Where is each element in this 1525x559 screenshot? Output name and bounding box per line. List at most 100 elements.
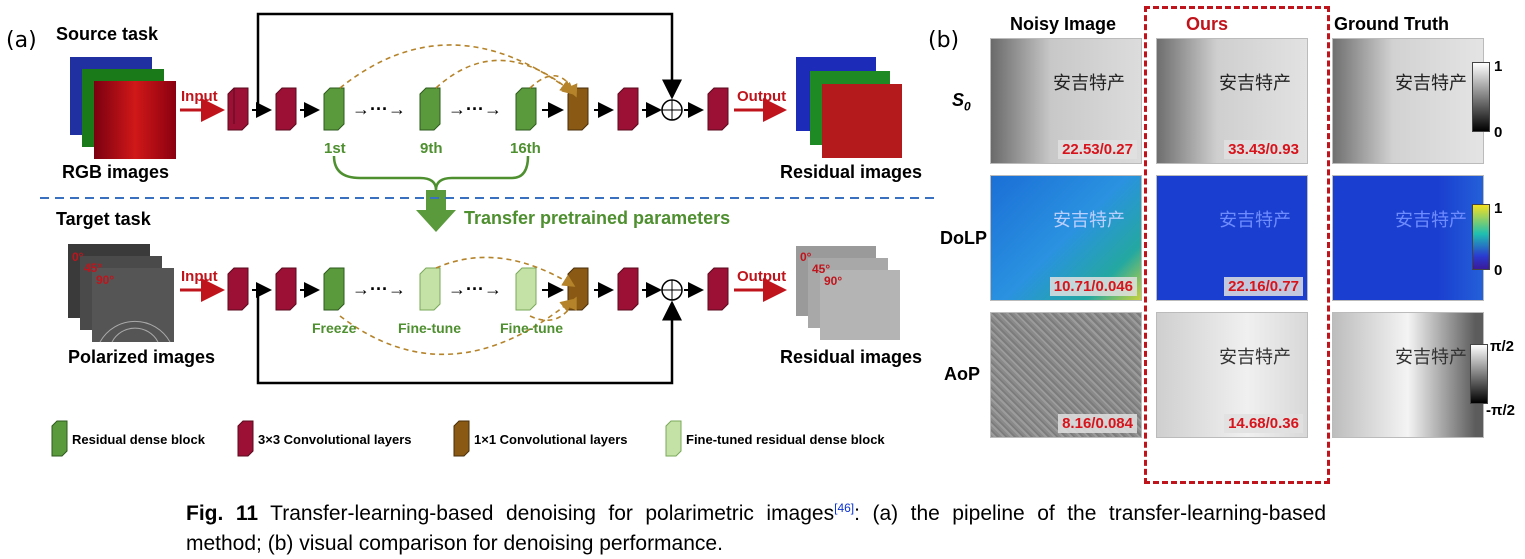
skip-connection-top [256,12,682,110]
conv1-block [567,87,589,131]
angle-45: 45° [84,261,103,275]
s0-noisy-metric: 22.53/0.27 [1058,140,1137,159]
rgb-input-stack [70,57,176,159]
panel-a-label: (a) [6,28,37,53]
fine-tune-label-2: Fine-tune [500,320,563,336]
sample-text: 安吉特产 [1219,210,1291,230]
conv3-block [617,267,639,311]
dolp-noisy-metric: 10.71/0.046 [1049,277,1137,296]
s0-cbar-min: 0 [1494,124,1503,141]
input-label-top: Input [181,88,218,105]
output-label-bottom: Output [737,268,787,285]
sample-text: 安吉特产 [1395,347,1467,367]
legend-rdb-icon [51,420,68,457]
row-aop-label: AoP [944,364,980,384]
legend-conv3-icon [237,420,254,457]
dolp-ours-image: 安吉特产 22.16/0.77 [1156,175,1308,301]
out-angle-90: 90° [824,274,843,288]
residual-output-stack-top [796,57,902,158]
conv3-block [275,267,297,311]
legend-ft-rdb-label: Fine-tuned residual dense block [686,432,885,447]
conv3-block [707,267,729,311]
sample-text: 安吉特产 [1395,73,1467,93]
row-dolp-label: DoLP [940,228,987,248]
aop-ours-image: 安吉特产 14.68/0.36 [1156,312,1308,438]
angle-0: 0° [72,250,84,264]
rdb-block-16th [515,87,537,131]
s0-noisy-image: 安吉特产 22.53/0.27 [990,38,1142,164]
transfer-arrow [416,190,456,232]
block-1st-label: 1st [324,140,346,157]
block-16th-label: 16th [510,140,541,157]
block-9th-label: 9th [420,140,443,157]
dolp-ours-metric: 22.16/0.77 [1224,277,1303,296]
col-gt-header: Ground Truth [1334,14,1449,34]
sample-text: 安吉特产 [1053,73,1125,93]
conv1-block [567,267,589,311]
conv3-block [227,267,249,311]
col-ours-header: Ours [1186,14,1229,34]
col-noisy-header: Noisy Image [1010,14,1117,34]
svg-text:→···→: →···→ [352,279,406,299]
svg-text:→···→: →···→ [448,279,502,299]
legend-conv1-label: 1×1 Convolutional layers [474,432,628,447]
residual-images-top-label: Residual images [780,162,923,182]
out-angle-45: 45° [812,262,831,276]
caption-rest: : (a) the pipeline of the transfer-learn… [186,502,1327,555]
ours-highlight-box [1144,6,1330,484]
aop-cbar-min: -π/2 [1486,402,1515,419]
aop-gt-image: 安吉特产 [1332,312,1484,438]
residual-output-stack-bottom [796,246,900,340]
dolp-gt-image: 安吉特产 [1332,175,1484,301]
s0-colorbar [1472,62,1490,132]
row-s0-label: S0 [952,90,971,114]
dolp-colorbar [1472,204,1490,270]
caption-ref: [46] [834,501,855,515]
ft-rdb-block-2 [515,267,537,311]
target-task-label: Target task [56,209,151,229]
ft-rdb-block-1 [419,267,441,311]
aop-noisy-image: 8.16/0.084 [990,312,1142,438]
skip-connection-bottom [256,290,682,385]
conv3-block [227,87,249,131]
figure-caption: Fig. 11 Transfer-learning-based denoisin… [186,493,1326,559]
s0-gt-image: 安吉特产 [1332,38,1484,164]
rgb-images-label: RGB images [62,162,170,182]
dolp-cbar-min: 0 [1494,262,1503,279]
rdb-block-9th [419,87,441,131]
legend-conv3-label: 3×3 Convolutional layers [258,432,412,447]
output-label-top: Output [737,88,787,105]
polarized-input-stack [68,244,174,343]
freeze-label: Freeze [312,320,357,336]
sample-text: 安吉特产 [1219,73,1291,93]
conv3-block [617,87,639,131]
sample-text: 安吉特产 [1395,210,1467,230]
panel-b-label: (b) [928,28,960,53]
sample-text: 安吉特产 [1219,347,1291,367]
aop-ours-metric: 14.68/0.36 [1224,414,1303,433]
conv3-block [707,87,729,131]
svg-text:→···→: →···→ [448,99,502,119]
transfer-label: Transfer pretrained parameters [464,208,731,228]
s0-cbar-max: 1 [1494,58,1503,75]
angle-90: 90° [96,273,115,287]
fine-tune-label-1: Fine-tune [398,320,461,336]
polarized-images-label: Polarized images [68,347,216,367]
source-task-label: Source task [56,24,159,44]
aop-noisy-metric: 8.16/0.084 [1058,414,1137,433]
residual-images-bottom-label: Residual images [780,347,923,367]
s0-ours-image: 安吉特产 33.43/0.93 [1156,38,1308,164]
legend-ft-rdb-icon [665,420,682,457]
rdb-block-frozen [323,267,345,311]
caption-fig-label: Fig. 11 [186,502,259,525]
out-angle-0: 0° [800,250,812,264]
conv3-block [275,87,297,131]
aop-colorbar [1470,344,1488,404]
caption-text: Transfer-learning-based denoising for po… [258,502,835,525]
dolp-noisy-image: 安吉特产 10.71/0.046 [990,175,1142,301]
rdb-block-1st [323,87,345,131]
dolp-cbar-max: 1 [1494,200,1503,217]
svg-text:→···→: →···→ [352,99,406,119]
legend-conv1-icon [453,420,470,457]
pipeline-diagram: →···→ →···→ →···→ [40,12,935,457]
